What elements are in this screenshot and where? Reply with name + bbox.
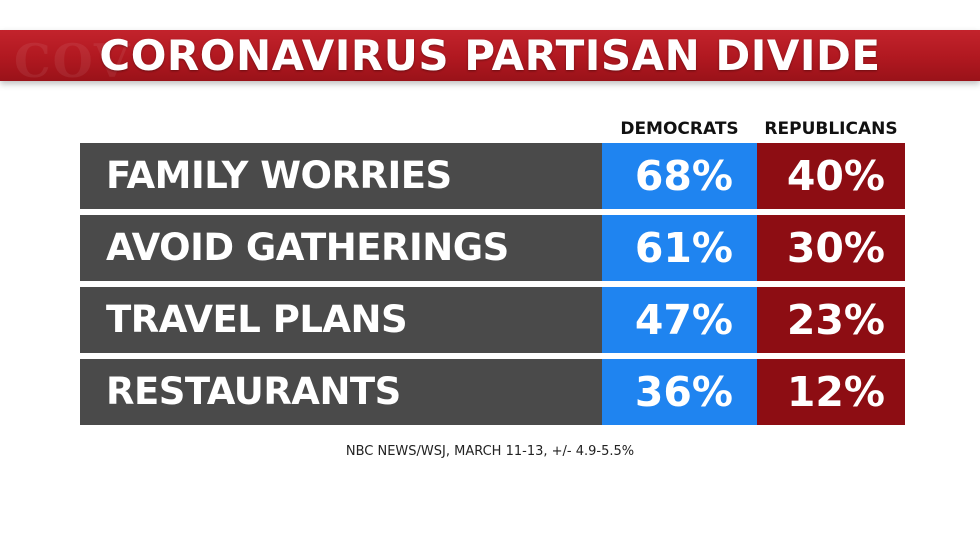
table-row: AVOID GATHERINGS 61% 30% xyxy=(80,215,905,281)
source-note: NBC NEWS/WSJ, MARCH 11-13, +/- 4.9-5.5% xyxy=(345,444,635,459)
democrats-value: 68% xyxy=(602,143,757,209)
column-header-democrats: DEMOCRATS xyxy=(620,119,739,139)
table-row: TRAVEL PLANS 47% 23% xyxy=(80,287,905,353)
row-label: FAMILY WORRIES xyxy=(80,143,602,209)
democrats-value: 61% xyxy=(602,215,757,281)
table-row: RESTAURANTS 36% 12% xyxy=(80,359,905,425)
table-row: FAMILY WORRIES 68% 40% xyxy=(80,143,905,209)
republicans-value: 23% xyxy=(757,287,905,353)
democrats-value: 47% xyxy=(602,287,757,353)
title-banner: COV CORONAVIRUS PARTISAN DIVIDE xyxy=(0,30,980,81)
banner-watermark: COV xyxy=(14,34,132,81)
row-label: TRAVEL PLANS xyxy=(80,287,602,353)
row-label: AVOID GATHERINGS xyxy=(80,215,602,281)
republicans-value: 30% xyxy=(757,215,905,281)
republicans-value: 12% xyxy=(757,359,905,425)
column-header-republicans: REPUBLICANS xyxy=(764,119,898,139)
row-label: RESTAURANTS xyxy=(80,359,602,425)
republicans-value: 40% xyxy=(757,143,905,209)
data-table: FAMILY WORRIES 68% 40% AVOID GATHERINGS … xyxy=(80,143,905,431)
democrats-value: 36% xyxy=(602,359,757,425)
chart-title: CORONAVIRUS PARTISAN DIVIDE xyxy=(99,31,881,80)
